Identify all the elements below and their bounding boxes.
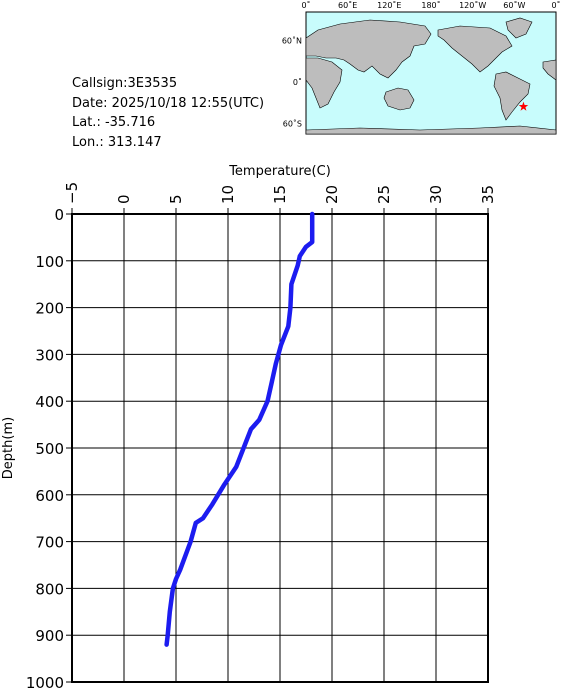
continents [305,17,557,135]
y-tick-label: 700 [35,534,64,552]
date: Date: 2025/10/18 12:55(UTC) [72,96,264,111]
station-info: Callsign:3E3535 Date: 2025/10/18 12:55(U… [72,76,264,150]
longitude: Lon.: 313.147 [72,135,162,150]
x-tick-label: 30 [427,185,445,204]
y-axis-title: Depth(m) [1,417,16,479]
x-tick-label: −5 [63,182,81,204]
x-tick-label: 35 [479,185,497,204]
y-tick-label: 300 [35,346,64,364]
callsign: Callsign:3E3535 [72,76,177,91]
latitude: Lat.: -35.716 [72,115,155,130]
map-lat-label: 60˚N [282,36,302,46]
map-lon-label: 120˚E [377,0,401,10]
map-lon-label: 60˚E [338,0,357,10]
plot-frame [71,213,489,683]
y-tick-label: 800 [35,580,64,598]
station-marker [518,101,529,111]
map-lat-label: 0˚ [293,77,302,87]
x-tick-label: 15 [271,185,289,204]
map-lon-label: 0˚ [301,0,310,10]
y-tick-label: 0 [54,206,64,224]
x-tick-label: 10 [219,185,237,204]
x-axis-title: Temperature(C) [228,164,331,179]
map-lon-label: 180˚ [421,0,440,10]
map-lon-label: 120˚W [459,0,486,10]
world-map: 0˚ 60˚E 120˚E 180˚ 120˚W 60˚W 0˚ 60˚N 0˚ 60˚S [282,0,561,135]
x-tick-label: 5 [167,194,185,204]
map-lon-label: 60˚W [503,0,525,10]
y-tick-label: 200 [35,300,64,318]
y-tick-label: 600 [35,487,64,505]
x-tick-label: 20 [323,185,341,204]
y-tick-label: 900 [35,627,64,645]
x-tick-label: 25 [375,185,393,204]
y-tick-label: 100 [35,253,64,271]
temperature-profile [164,211,315,647]
y-tick-label: 1000 [26,674,64,690]
map-lon-label: 0˚ [551,0,560,10]
y-tick-label: 500 [35,440,64,458]
x-tick-label: 0 [115,194,133,204]
map-lat-label: 60˚S [283,118,302,128]
y-tick-label: 400 [35,393,64,411]
